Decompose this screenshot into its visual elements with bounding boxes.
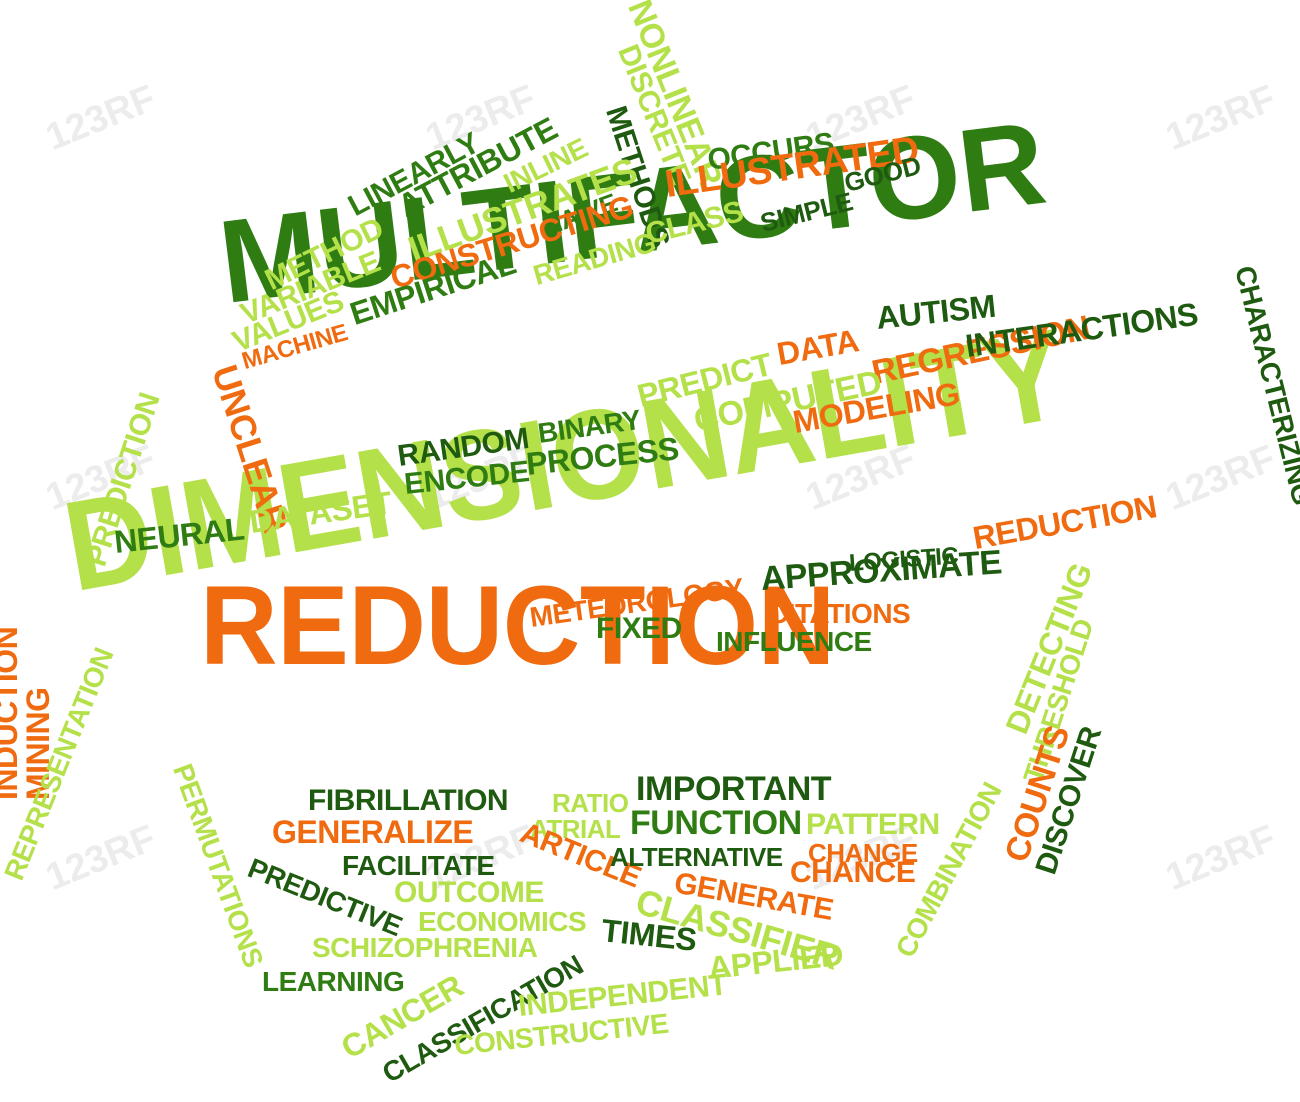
word-function: FUNCTION bbox=[630, 804, 802, 842]
watermark-stamp: 123RF bbox=[1160, 77, 1282, 159]
word-citations: CITATIONS bbox=[768, 598, 911, 629]
word-change: CHANGE bbox=[808, 838, 918, 868]
word-generalize: GENERALIZE bbox=[272, 814, 474, 850]
word-reduction: REDUCTION bbox=[200, 563, 835, 688]
watermark-stamp: 123RF bbox=[40, 817, 162, 899]
word-approximate: APPROXIMATE bbox=[759, 543, 1003, 598]
watermark-stamp: 123RF bbox=[1160, 437, 1282, 519]
word-fibrillation: FIBRILLATION bbox=[308, 784, 509, 817]
word-times: TIMES bbox=[599, 912, 699, 958]
word-induction: INDUCTION bbox=[0, 626, 24, 800]
word-pattern: PATTERN bbox=[806, 808, 940, 841]
word-interactions: INTERACTIONS bbox=[963, 295, 1201, 364]
word-learning: LEARNING bbox=[262, 966, 405, 997]
watermark-stamp: 123RF bbox=[40, 77, 162, 159]
word-fixed: FIXED bbox=[596, 612, 682, 645]
word-influence: INFLUENCE bbox=[716, 626, 872, 657]
word-atrial: ATRIAL bbox=[530, 814, 621, 844]
word-chance: CHANCE bbox=[790, 856, 916, 889]
word-schizophrenia: SCHIZOPHRENIA bbox=[312, 932, 538, 963]
word-outcome: OUTCOME bbox=[394, 876, 544, 909]
word-facilitate: FACILITATE bbox=[342, 850, 495, 881]
word-economics: ECONOMICS bbox=[418, 906, 587, 937]
word-alternative: ALTERNATIVE bbox=[610, 842, 783, 872]
word-important: IMPORTANT bbox=[636, 770, 832, 808]
watermark-stamp: 123RF bbox=[1160, 817, 1282, 899]
word-ratio: RATIO bbox=[552, 788, 629, 818]
